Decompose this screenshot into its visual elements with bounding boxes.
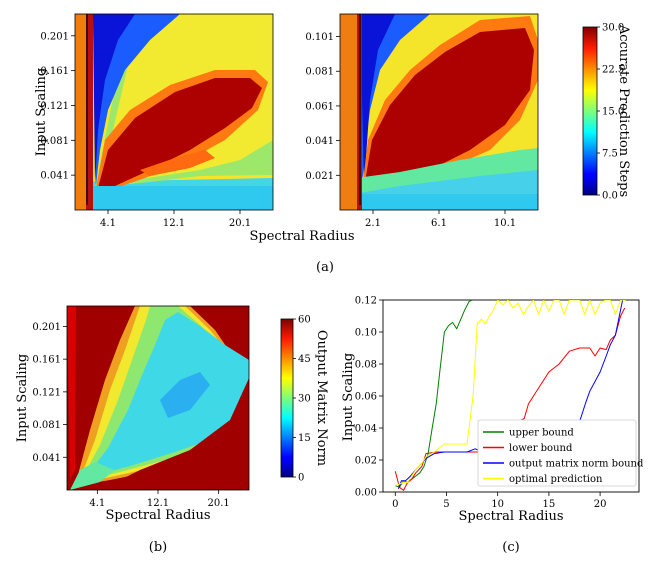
colorbar-b: [280, 318, 294, 478]
c-xlabel: Spectral Radius: [458, 509, 563, 524]
colorbar-tick-label: 15.0: [602, 107, 624, 118]
heatmap-a-right-green-band: [342, 148, 538, 196]
colorbar-tick-label: 22.5: [602, 65, 624, 76]
b-xtick-label: 4.1: [89, 498, 105, 509]
colorbar-tick-label: 7.5: [602, 149, 618, 160]
heatmap-b-light-blue-spot: [160, 372, 210, 418]
c-xtick-label: 20: [594, 499, 607, 510]
caption-b: (b): [149, 540, 167, 555]
a-left-xtick-label: 20.1: [229, 218, 251, 229]
colorbar-tick-label: 15: [298, 433, 311, 444]
heatmap-a-left-red-ridge: [98, 78, 262, 188]
c-ytick-label: 0.12: [355, 296, 377, 307]
c-ytick-label: 0.00: [355, 488, 377, 499]
heatmap-a-left-blue-wedge: [93, 14, 180, 185]
b-ytick-label: 0.121: [32, 387, 61, 398]
heatmap-a-right-dark-blue-wedge: [360, 14, 395, 186]
b-xlabel: Spectral Radius: [105, 508, 210, 523]
axes-a-right: 2.1 6.1 10.1 0.101 0.081 0.061 0.041 0.021: [305, 32, 516, 229]
colorbar-b-ticks: 0 15 30 45 60: [293, 315, 311, 484]
colorbar-a-ticks: 0.0 7.5 15.0 22.5 30.0: [597, 23, 624, 202]
colorbar-a-label: Accurate Prediction Steps: [616, 24, 631, 197]
c-ytick-label: 0.08: [355, 360, 377, 371]
c-ylabel: Input Scaling: [341, 353, 356, 442]
colorbar-a: [582, 26, 598, 196]
colorbar-tick-label: 30.0: [602, 23, 624, 34]
a-left-ytick-label: 0.081: [40, 136, 69, 147]
c-xtick-label: 10: [491, 499, 504, 510]
legend-label: lower bound: [509, 443, 573, 454]
legend-label: upper bound: [509, 428, 574, 439]
heatmap-a-left: [74, 13, 274, 211]
legend-label: output matrix norm bound: [509, 459, 644, 470]
a-left-ytick-label: 0.161: [40, 66, 69, 77]
colorbar-b-label: Output Matrix Norm: [314, 330, 329, 466]
heatmap-b-left-red-edge: [67, 306, 76, 480]
b-xtick-label: 20.1: [208, 498, 230, 509]
a-right-ytick-label: 0.041: [305, 136, 334, 147]
legend-label: optimal prediction: [509, 474, 603, 485]
a-right-xtick-label: 2.1: [365, 218, 381, 229]
heatmap-a-right-blue-wedge: [360, 14, 430, 186]
c-ytick-label: 0.06: [355, 392, 377, 403]
heatmap-a-right-left-strip: [340, 14, 357, 210]
c-ytick-label: 0.10: [355, 328, 377, 339]
colorbar-tick-label: 60: [298, 315, 311, 326]
a-left-ytick-label: 0.201: [40, 31, 69, 42]
series-line-optimal-prediction: [395, 300, 626, 487]
heatmap-b-corner-green: [70, 462, 115, 490]
a-left-ylabel: Input Scaling: [34, 68, 49, 157]
b-ytick-label: 0.201: [32, 322, 61, 333]
axes-c: 0 5 10 15 20 0.00 0.02 0.04 0.06 0.08 0.10 0.12: [355, 296, 607, 511]
a-right-ytick-label: 0.101: [305, 32, 334, 43]
heatmap-a-right-red-ridge: [364, 28, 534, 188]
heatmap-a-left-dark-blue-wedge: [93, 14, 135, 185]
axes-b: 4.1 12.1 20.1 0.201 0.161 0.121 0.081 0.041: [32, 322, 229, 509]
a-right-ytick-label: 0.021: [305, 171, 334, 182]
a-left-ytick-label: 0.121: [40, 101, 69, 112]
heatmap-a-left-bottom-band: [75, 186, 273, 210]
colorbar-tick-label: 45: [298, 354, 311, 365]
b-ytick-label: 0.041: [32, 453, 61, 464]
b-ytick-label: 0.161: [32, 355, 61, 366]
c-xtick-label: 5: [443, 499, 449, 510]
a-right-ytick-label: 0.081: [305, 67, 334, 78]
a-left-xtick-label: 12.1: [163, 218, 185, 229]
a-left-ytick-label: 0.041: [40, 171, 69, 182]
heatmap-a-right-bottom-band: [340, 194, 538, 210]
heatmap-a-right: [339, 13, 539, 211]
a-right-xtick-label: 6.1: [431, 218, 447, 229]
colorbar-tick-label: 0.0: [602, 191, 618, 202]
c-xtick-label: 0: [392, 499, 398, 510]
heatmap-a-left-left-strip: [75, 14, 86, 210]
b-ytick-label: 0.081: [32, 420, 61, 431]
a-xlabel: Spectral Radius: [249, 229, 354, 244]
a-left-xtick-label: 4.1: [100, 218, 116, 229]
legend-c: upper bound lower bound output matrix norm…: [477, 419, 644, 487]
c-ytick-label: 0.02: [355, 456, 377, 467]
colorbar-tick-label: 30: [298, 394, 311, 405]
legend-c-box: [477, 419, 637, 487]
heatmap-a-left-inner-orange: [140, 150, 215, 176]
b-xtick-label: 12.1: [147, 498, 169, 509]
colorbar-tick-label: 0: [298, 473, 304, 484]
a-right-ytick-label: 0.061: [305, 101, 334, 112]
caption-a: (a): [316, 260, 334, 275]
heatmap-b-lower-red: [100, 378, 249, 490]
heatmap-a-left-red-strip: [86, 14, 93, 210]
heatmap-b: [66, 305, 250, 491]
c-ytick-label: 0.04: [355, 424, 377, 435]
caption-c: (c): [502, 540, 519, 555]
axes-a-left: 4.1 12.1 20.1 0.201 0.161 0.121 0.081 0.041: [40, 31, 251, 229]
c-xtick-label: 15: [543, 499, 556, 510]
a-right-xtick-label: 10.1: [494, 218, 516, 229]
b-ylabel: Input Scaling: [15, 354, 30, 443]
